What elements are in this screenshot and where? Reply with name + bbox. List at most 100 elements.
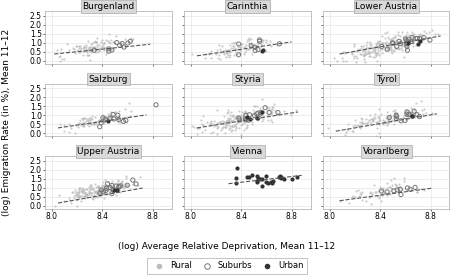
Point (222, 119, 230, 124)
Point (358, 198, 365, 202)
Point (388, 51, 395, 55)
Point (405, 112, 412, 117)
Point (235, 114, 242, 118)
Point (72, 190, 79, 194)
Point (383, 186, 390, 190)
Point (263, 111, 271, 115)
Point (247, 42, 255, 46)
Point (359, 49, 366, 53)
Point (384, 46, 391, 51)
Point (92, 189, 99, 193)
Point (223, 55, 230, 59)
Point (366, 190, 374, 194)
Point (110, 40, 118, 44)
Point (410, 108, 417, 113)
Point (88, 48, 95, 52)
Point (100, 179, 107, 184)
Point (384, 46, 391, 51)
Point (90, 47, 98, 51)
Point (276, 42, 283, 46)
Point (254, 118, 262, 122)
Point (403, 38, 410, 43)
Point (360, 53, 367, 58)
Point (229, 123, 237, 128)
Point (417, 99, 424, 103)
Point (371, 51, 379, 55)
Point (386, 113, 393, 117)
Point (222, 122, 229, 127)
Point (234, 119, 241, 124)
Point (236, 126, 243, 130)
Point (100, 41, 108, 45)
Point (228, 124, 235, 129)
Point (224, 119, 232, 124)
Point (102, 115, 109, 119)
Point (103, 37, 110, 42)
Point (194, 131, 201, 136)
Point (258, 177, 266, 181)
Point (350, 54, 357, 58)
Point (227, 45, 235, 50)
Point (253, 111, 261, 116)
Point (245, 175, 252, 179)
Point (217, 128, 225, 132)
Point (93, 45, 100, 49)
Point (85, 116, 93, 120)
Point (373, 51, 380, 55)
Point (397, 40, 405, 44)
Point (243, 125, 251, 129)
Point (101, 185, 108, 189)
Point (386, 115, 393, 119)
Point (240, 117, 247, 121)
Point (381, 31, 388, 36)
Point (236, 119, 243, 124)
Point (269, 120, 276, 124)
Point (109, 179, 116, 183)
Point (97, 187, 104, 192)
Point (359, 44, 366, 48)
Point (339, 55, 346, 60)
Point (257, 111, 264, 115)
Point (85, 53, 92, 58)
Point (398, 37, 405, 42)
Point (242, 119, 249, 124)
Point (428, 27, 435, 32)
Point (75, 121, 82, 125)
Point (103, 184, 110, 189)
Point (262, 40, 270, 44)
Point (111, 188, 118, 193)
Point (236, 52, 243, 57)
Point (357, 123, 364, 127)
Point (227, 129, 234, 133)
Point (293, 175, 301, 179)
Point (227, 135, 234, 139)
Point (378, 47, 385, 51)
Point (415, 41, 422, 46)
Point (207, 121, 214, 125)
Point (384, 123, 391, 128)
Point (98, 187, 105, 191)
Point (109, 48, 116, 52)
Point (102, 188, 109, 193)
Point (374, 51, 381, 55)
Point (423, 31, 430, 36)
Point (221, 131, 228, 135)
Point (233, 166, 241, 170)
Point (366, 191, 374, 195)
Point (100, 183, 108, 188)
Point (370, 45, 377, 50)
Point (360, 53, 368, 58)
Point (392, 35, 399, 39)
Point (100, 48, 108, 52)
Point (76, 187, 83, 191)
Point (380, 45, 387, 49)
Point (398, 187, 405, 192)
Point (98, 188, 105, 192)
Point (405, 37, 413, 42)
Point (361, 121, 369, 126)
Point (345, 201, 353, 205)
Point (452, 31, 454, 36)
Point (242, 118, 250, 122)
Point (108, 186, 115, 190)
Point (98, 185, 105, 190)
